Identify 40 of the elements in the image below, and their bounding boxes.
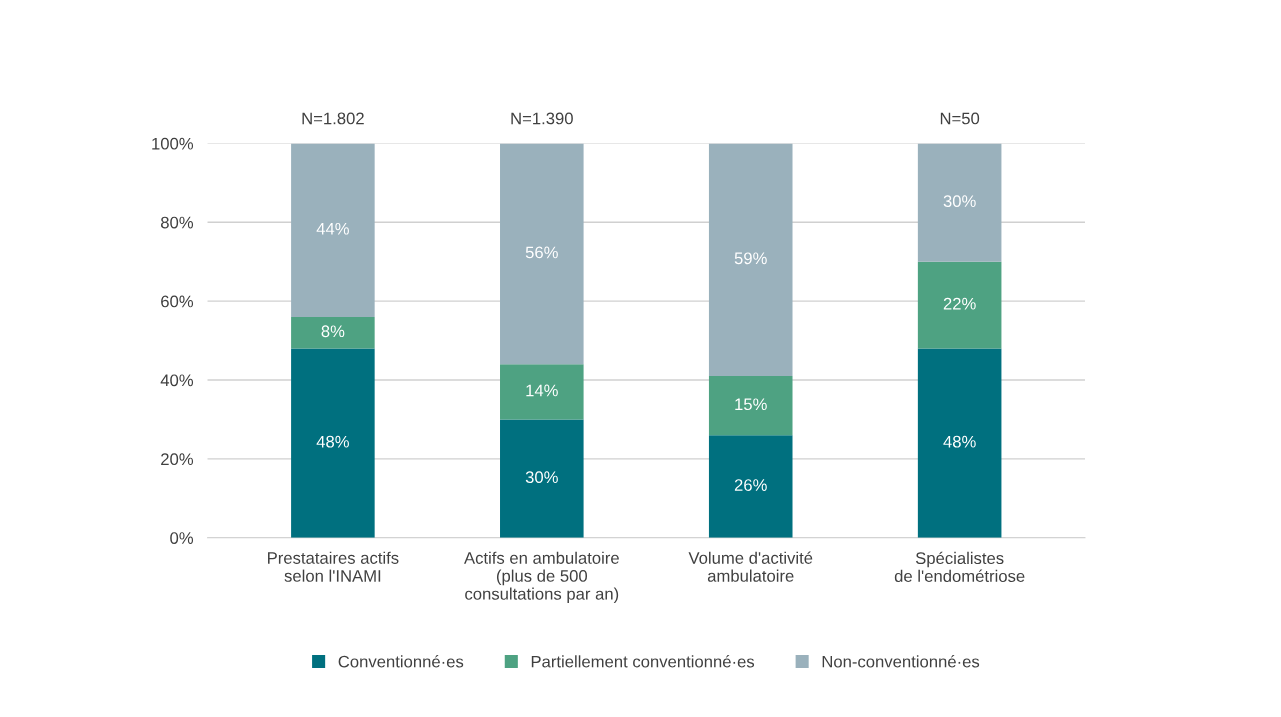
data-label: 30%	[943, 195, 976, 208]
data-label: 22%	[943, 297, 976, 310]
bar	[708, 143, 793, 377]
bar	[917, 261, 1002, 349]
bar	[291, 348, 375, 538]
x-tick-label: Actifs en ambulatoire (plus de 500 consultations par an)	[464, 551, 619, 604]
x-tick-label: Volume d'activité ambulatoire	[688, 551, 813, 582]
data-label: 59%	[734, 252, 767, 265]
legend-label: Partiellement conventionné·es	[531, 655, 755, 668]
bar	[500, 364, 584, 420]
y-tick-label: 80%	[161, 216, 194, 229]
bar	[917, 348, 1002, 538]
bar	[291, 143, 375, 317]
bar	[291, 316, 375, 349]
legend-label: Conventionné·es	[338, 655, 464, 668]
bar	[708, 376, 793, 436]
bar	[500, 143, 584, 365]
data-label: 15%	[735, 398, 767, 411]
data-label: 30%	[525, 471, 558, 484]
data-label: 26%	[734, 479, 767, 491]
legend-label: Non-conventionné·es	[822, 655, 980, 668]
bar	[708, 435, 793, 538]
data-label: 8%	[321, 325, 345, 338]
data-label: 44%	[316, 222, 349, 235]
data-label: 48%	[943, 435, 976, 448]
data-label: 56%	[525, 246, 558, 259]
bar	[500, 419, 584, 538]
y-tick-label: 0%	[170, 532, 194, 544]
data-label: 48%	[316, 435, 349, 448]
x-tick-label: Prestataires actifs selon l'INAMI	[268, 551, 399, 582]
y-tick-label: 20%	[161, 453, 194, 466]
bar	[917, 143, 1002, 262]
annotation: N=50	[940, 112, 980, 125]
y-tick-label: 60%	[161, 295, 194, 308]
annotation: N=1.802	[302, 112, 364, 125]
y-tick-label: 100%	[152, 137, 194, 150]
data-label: 14%	[526, 384, 558, 397]
y-tick-label: 40%	[160, 374, 194, 387]
x-tick-label: Spécialistes de l'endométriose	[894, 551, 1025, 583]
annotation: N=1.390	[511, 112, 573, 125]
